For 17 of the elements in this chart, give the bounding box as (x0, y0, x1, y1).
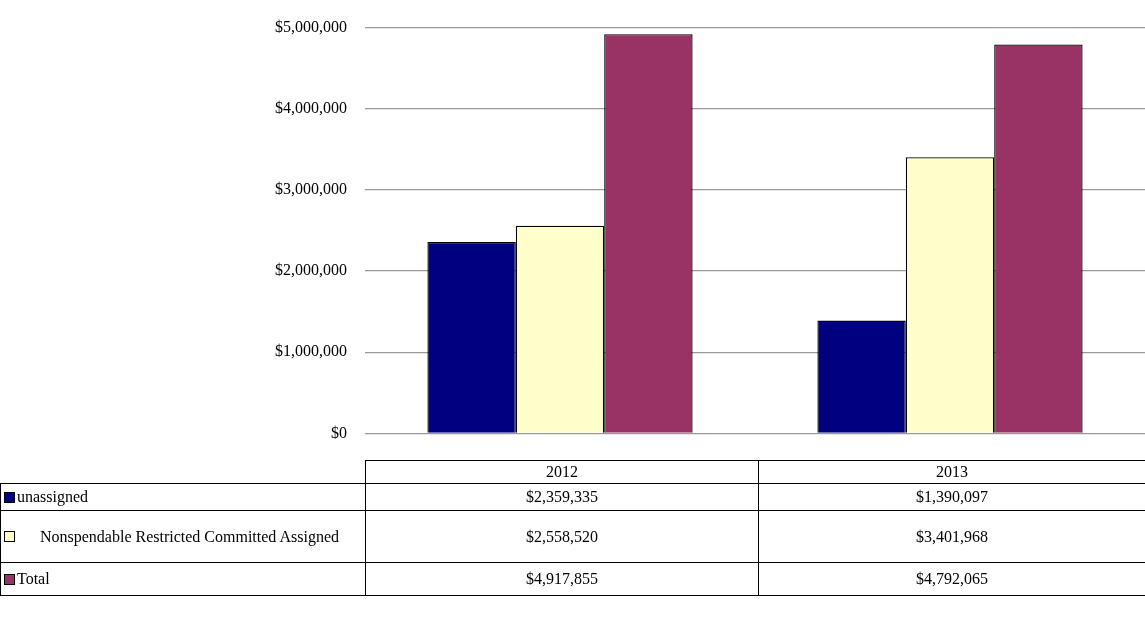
data-label: $2,558,520 (365, 510, 759, 563)
x-tick-label: 2012 (365, 460, 759, 484)
legend-label: unassigned (17, 488, 90, 506)
y-tick-label: $1,000,000 (275, 342, 347, 360)
y-tick-label: $5,000,000 (275, 17, 347, 35)
legend-label: Total (17, 570, 51, 588)
data-label: $3,401,968 (758, 510, 1145, 563)
data-label: $1,390,097 (758, 483, 1145, 511)
legend-label: Nonspendable Restricted Committed Assigned (38, 527, 341, 546)
x-tick-label: 2013 (758, 460, 1145, 484)
data-label: $2,359,335 (365, 483, 759, 511)
y-tick-label: $4,000,000 (275, 98, 347, 116)
y-tick-label: $2,000,000 (275, 261, 347, 279)
y-tick-label: $3,000,000 (275, 180, 347, 198)
data-label: $4,792,065 (758, 562, 1145, 596)
y-tick-label: $0 (331, 423, 347, 441)
data-label: $4,917,855 (365, 562, 759, 596)
